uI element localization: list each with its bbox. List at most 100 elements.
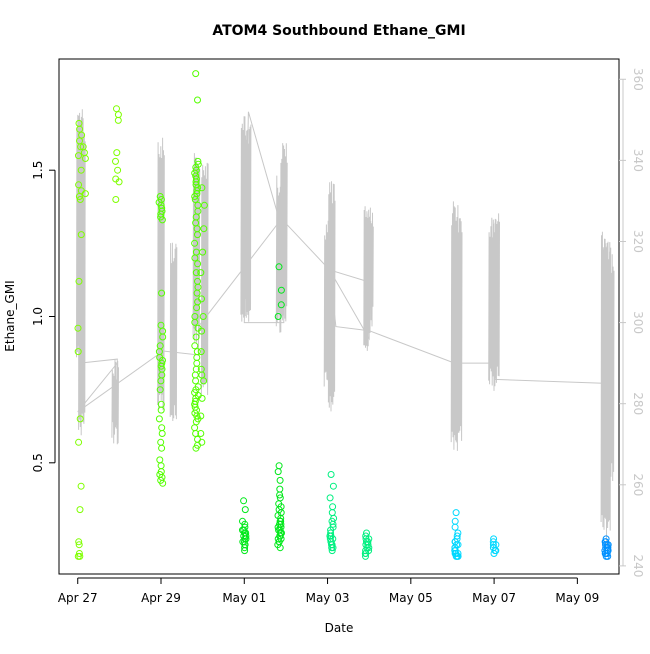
data-point	[156, 386, 164, 394]
data-point	[241, 547, 249, 555]
x-axis-label: Date	[325, 621, 354, 635]
data-point	[329, 482, 337, 490]
data-point	[75, 541, 83, 549]
data-point	[112, 196, 120, 203]
data-point	[362, 550, 370, 557]
data-point	[194, 260, 202, 268]
secondary-line-burst	[366, 212, 374, 327]
secondary-line-burst	[280, 143, 288, 322]
data-point	[241, 506, 249, 514]
data-point	[114, 116, 122, 124]
data-point	[277, 301, 285, 309]
data-point	[198, 438, 206, 446]
data-point	[115, 178, 123, 186]
data-point	[490, 550, 498, 557]
data-point	[451, 523, 459, 531]
y-tick-label: 0.5	[31, 453, 45, 472]
data-point	[193, 289, 201, 297]
data-point	[276, 476, 284, 484]
data-point	[194, 231, 201, 239]
data-point	[194, 96, 201, 104]
data-point	[199, 248, 207, 256]
data-point	[75, 193, 83, 200]
x-axis: Apr 27 Apr 29 May 01 May 03 May 05 May 07 May …	[58, 577, 599, 605]
x-tick-label: May 05	[389, 591, 433, 605]
data-point	[114, 111, 122, 119]
data-point	[114, 166, 122, 174]
y-axis-label: Ethane_GMI	[3, 280, 17, 351]
secondary-line-burst	[200, 162, 209, 397]
data-point	[200, 225, 208, 233]
data-point	[158, 216, 166, 224]
data-point	[158, 289, 166, 297]
data-point	[197, 430, 205, 437]
data-point	[76, 196, 84, 203]
secondary-line-burst	[454, 218, 463, 443]
data-point	[157, 406, 165, 414]
y-tick-label: 1.0	[31, 307, 45, 326]
data-point	[328, 547, 336, 555]
data-point	[198, 295, 205, 303]
data-point	[193, 304, 201, 312]
data-point	[191, 239, 199, 247]
secondary-line-burst	[606, 251, 615, 482]
data-point	[157, 462, 165, 470]
data-point	[328, 544, 336, 552]
data-point	[197, 412, 205, 420]
secondary-line-layer	[76, 109, 615, 546]
data-point	[157, 377, 165, 385]
data-point	[451, 517, 459, 525]
data-point	[76, 125, 84, 133]
secondary-line-burst	[169, 242, 178, 422]
data-point	[77, 231, 85, 239]
data-point	[191, 196, 199, 203]
y-axis: 0.5 1.0 1.5	[31, 161, 56, 472]
data-point	[274, 313, 282, 320]
data-point	[200, 377, 208, 385]
data-point	[277, 286, 285, 294]
secondary-line-burst	[157, 137, 165, 411]
data-point	[158, 430, 166, 437]
y2-tick-label: 360	[631, 68, 645, 91]
data-point	[158, 424, 166, 432]
data-point	[157, 438, 165, 446]
data-point	[327, 471, 335, 478]
data-point	[75, 538, 83, 546]
data-point	[155, 415, 163, 423]
data-point	[192, 444, 200, 452]
secondary-line-connector	[77, 111, 607, 546]
data-point	[194, 435, 201, 443]
data-point	[194, 157, 202, 165]
secondary-line-burst	[243, 124, 252, 322]
data-point	[113, 149, 121, 157]
chart-title: ATOM4 Southbound Ethane_GMI	[212, 23, 465, 39]
data-point	[326, 494, 334, 502]
data-point	[200, 201, 208, 209]
data-point	[191, 371, 199, 379]
data-point	[81, 155, 89, 162]
secondary-y-axis: 240 260 280 300 320 340 360	[619, 68, 645, 577]
data-point	[157, 362, 165, 370]
data-point	[197, 348, 205, 356]
x-tick-label: May 07	[472, 591, 516, 605]
data-point	[191, 193, 199, 200]
data-point	[192, 333, 200, 341]
data-point	[241, 544, 249, 552]
x-tick-label: May 09	[555, 591, 599, 605]
secondary-line-burst	[111, 359, 119, 444]
data-point	[75, 152, 82, 160]
y2-tick-label: 260	[631, 473, 645, 496]
data-point	[197, 269, 205, 277]
data-point	[191, 424, 199, 432]
data-point	[76, 415, 84, 423]
data-point	[274, 468, 282, 476]
data-point	[75, 438, 83, 446]
data-point	[158, 444, 166, 452]
data-point	[81, 190, 89, 198]
data-point	[193, 354, 201, 361]
data-point	[192, 377, 200, 385]
data-point	[159, 333, 167, 341]
data-point	[362, 552, 369, 560]
x-tick-label: May 03	[306, 591, 350, 605]
